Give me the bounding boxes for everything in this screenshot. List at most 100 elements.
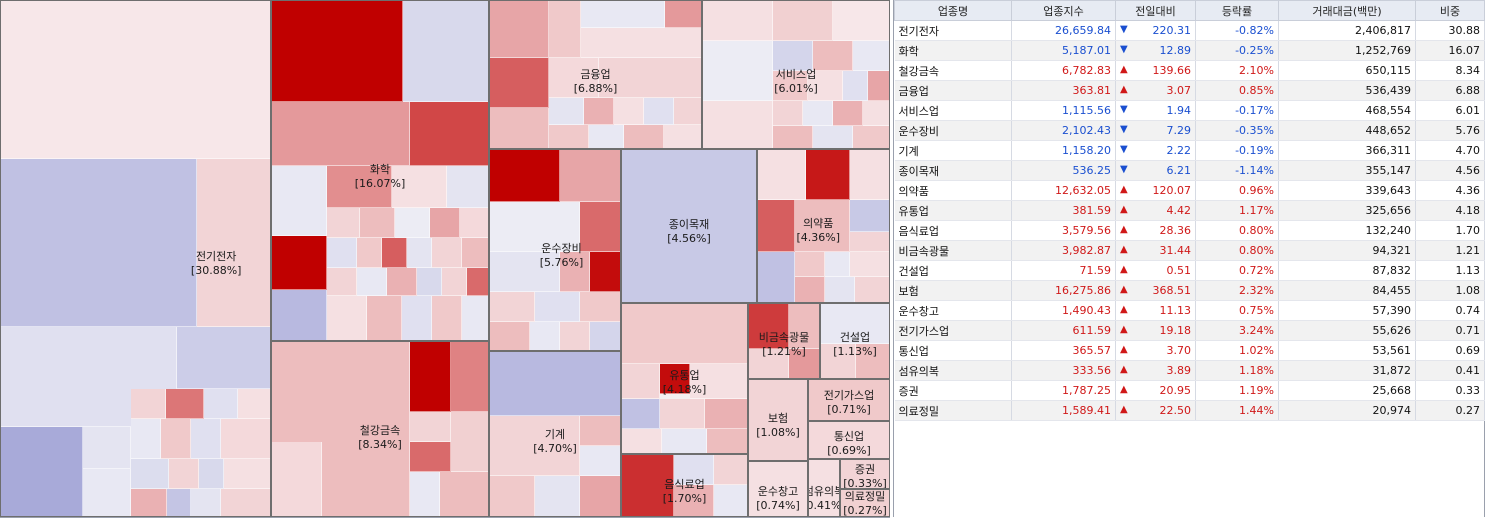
treemap-stock-tile[interactable] xyxy=(853,41,889,71)
treemap-stock-tile[interactable] xyxy=(855,277,889,302)
treemap-stock-tile[interactable] xyxy=(447,166,488,208)
treemap-stock-tile[interactable] xyxy=(169,459,199,489)
treemap-stock-tile[interactable] xyxy=(773,1,833,41)
table-row[interactable]: 운수장비 2,102.43 ▼ 7.29 -0.35% 448,652 5.76 xyxy=(894,120,1485,141)
treemap-stock-tile[interactable] xyxy=(440,472,488,516)
treemap-stock-tile[interactable] xyxy=(490,476,535,516)
treemap-sector-securities[interactable]: 증권 [0.33%] xyxy=(840,459,890,489)
treemap-stock-tile[interactable] xyxy=(622,399,660,429)
treemap-stock-tile[interactable] xyxy=(490,1,549,58)
treemap-stock-tile[interactable] xyxy=(490,292,535,322)
treemap-stock-tile[interactable] xyxy=(382,238,407,268)
treemap-stock-tile[interactable] xyxy=(624,125,664,148)
treemap-stock-tile[interactable] xyxy=(417,268,442,296)
table-row[interactable]: 기계 1,158.20 ▼ 2.22 -0.19% 366,311 4.70 xyxy=(894,140,1485,161)
treemap-stock-tile[interactable] xyxy=(773,101,803,126)
treemap-stock-tile[interactable] xyxy=(809,380,889,420)
treemap-stock-tile[interactable] xyxy=(809,422,889,458)
treemap-stock-tile[interactable] xyxy=(357,268,387,296)
treemap-stock-tile[interactable] xyxy=(690,364,747,399)
treemap-stock-tile[interactable] xyxy=(272,442,322,516)
treemap-stock-tile[interactable] xyxy=(432,296,462,340)
treemap-stock-tile[interactable] xyxy=(758,200,795,252)
table-row[interactable]: 전기가스업 611.59 ▲ 19.18 3.24% 55,626 0.71 xyxy=(894,320,1485,341)
treemap-stock-tile[interactable] xyxy=(813,126,853,148)
treemap-stock-tile[interactable] xyxy=(614,98,644,125)
table-row[interactable]: 비금속광물 3,982.87 ▲ 31.44 0.80% 94,321 1.21 xyxy=(894,240,1485,261)
treemap-stock-tile[interactable] xyxy=(549,58,599,98)
table-row[interactable]: 유통업 381.59 ▲ 4.42 1.17% 325,656 4.18 xyxy=(894,200,1485,221)
col-header-index[interactable]: 업종지수 xyxy=(1011,0,1116,21)
treemap-stock-tile[interactable] xyxy=(599,58,701,98)
treemap-stock-tile[interactable] xyxy=(660,364,690,394)
treemap-stock-tile[interactable] xyxy=(407,238,432,268)
treemap-stock-tile[interactable] xyxy=(622,304,747,364)
treemap-stock-tile[interactable] xyxy=(490,416,580,476)
treemap-stock-tile[interactable] xyxy=(191,489,221,516)
treemap-stock-tile[interactable] xyxy=(581,28,701,58)
treemap-stock-tile[interactable] xyxy=(841,460,889,488)
treemap-stock-tile[interactable] xyxy=(199,459,224,489)
treemap-sector-service[interactable]: 서비스업 [6.01%] xyxy=(702,0,890,149)
treemap-stock-tile[interactable] xyxy=(590,322,620,350)
treemap-stock-tile[interactable] xyxy=(703,101,773,148)
treemap-stock-tile[interactable] xyxy=(272,290,327,340)
treemap-stock-tile[interactable] xyxy=(83,427,131,469)
table-row[interactable]: 증권 1,787.25 ▲ 20.95 1.19% 25,668 0.33 xyxy=(894,380,1485,401)
treemap-stock-tile[interactable] xyxy=(549,98,584,125)
treemap-stock-tile[interactable] xyxy=(166,389,204,419)
treemap-stock-tile[interactable] xyxy=(809,460,839,516)
treemap-stock-tile[interactable] xyxy=(773,71,808,101)
treemap-stock-tile[interactable] xyxy=(221,489,270,516)
treemap-stock-tile[interactable] xyxy=(821,304,889,344)
treemap-sector-medical[interactable]: 의료정밀 [0.27%] xyxy=(840,489,890,517)
treemap-stock-tile[interactable] xyxy=(868,71,889,101)
treemap-stock-tile[interactable] xyxy=(580,292,620,322)
treemap-stock-tile[interactable] xyxy=(1,159,197,327)
treemap-stock-tile[interactable] xyxy=(622,429,662,453)
treemap-sector-telecom[interactable]: 통신업 [0.69%] xyxy=(808,421,890,459)
table-row[interactable]: 종이목재 536.25 ▼ 6.21 -1.14% 355,147 4.56 xyxy=(894,160,1485,181)
table-row[interactable]: 의약품 12,632.05 ▲ 120.07 0.96% 339,643 4.36 xyxy=(894,180,1485,201)
treemap-stock-tile[interactable] xyxy=(430,208,460,238)
treemap-stock-tile[interactable] xyxy=(367,296,402,340)
table-row[interactable]: 금융업 363.81 ▲ 3.07 0.85% 536,439 6.88 xyxy=(894,80,1485,101)
treemap-stock-tile[interactable] xyxy=(1,1,270,159)
treemap-stock-tile[interactable] xyxy=(853,126,889,148)
treemap-stock-tile[interactable] xyxy=(410,342,451,412)
treemap-sector-utility[interactable]: 전기가스업 [0.71%] xyxy=(808,379,890,421)
treemap-stock-tile[interactable] xyxy=(773,126,813,148)
treemap-stock-tile[interactable] xyxy=(808,71,843,101)
treemap-stock-tile[interactable] xyxy=(177,327,270,389)
treemap-stock-tile[interactable] xyxy=(272,1,403,102)
treemap-stock-tile[interactable] xyxy=(560,322,590,350)
treemap-sector-electronics[interactable]: 전기전자 [30.88%] xyxy=(0,0,271,517)
treemap-sector-insurance[interactable]: 보험 [1.08%] xyxy=(748,379,808,461)
treemap-stock-tile[interactable] xyxy=(789,304,819,349)
treemap-stock-tile[interactable] xyxy=(758,150,806,200)
treemap-stock-tile[interactable] xyxy=(410,102,488,166)
treemap-sector-machinery[interactable]: 기계 [4.70%] xyxy=(489,351,621,517)
treemap-stock-tile[interactable] xyxy=(705,399,747,429)
treemap-stock-tile[interactable] xyxy=(327,268,357,296)
treemap-stock-tile[interactable] xyxy=(191,419,221,459)
treemap-sector-warehouse[interactable]: 운수창고 [0.74%] xyxy=(748,461,808,517)
treemap-stock-tile[interactable] xyxy=(535,292,580,322)
treemap-stock-tile[interactable] xyxy=(773,41,813,71)
treemap-stock-tile[interactable] xyxy=(664,125,701,148)
treemap-stock-tile[interactable] xyxy=(795,200,850,252)
treemap-stock-tile[interactable] xyxy=(749,304,789,349)
treemap-stock-tile[interactable] xyxy=(392,166,447,208)
treemap-stock-tile[interactable] xyxy=(204,389,238,419)
table-row[interactable]: 건설업 71.59 ▲ 0.51 0.72% 87,832 1.13 xyxy=(894,260,1485,281)
treemap-stock-tile[interactable] xyxy=(825,252,850,277)
treemap-stock-tile[interactable] xyxy=(560,150,620,202)
treemap-stock-tile[interactable] xyxy=(749,462,807,516)
treemap-sector-paper[interactable]: 종이목재 [4.56%] xyxy=(621,149,757,303)
treemap-stock-tile[interactable] xyxy=(850,150,889,200)
table-row[interactable]: 음식료업 3,579.56 ▲ 28.36 0.80% 132,240 1.70 xyxy=(894,220,1485,241)
treemap-stock-tile[interactable] xyxy=(238,389,270,419)
treemap-sector-construction[interactable]: 건설업 [1.13%] xyxy=(820,303,890,379)
table-row[interactable]: 화학 5,187.01 ▼ 12.89 -0.25% 1,252,769 16.07 xyxy=(894,40,1485,61)
treemap-stock-tile[interactable] xyxy=(833,1,889,41)
